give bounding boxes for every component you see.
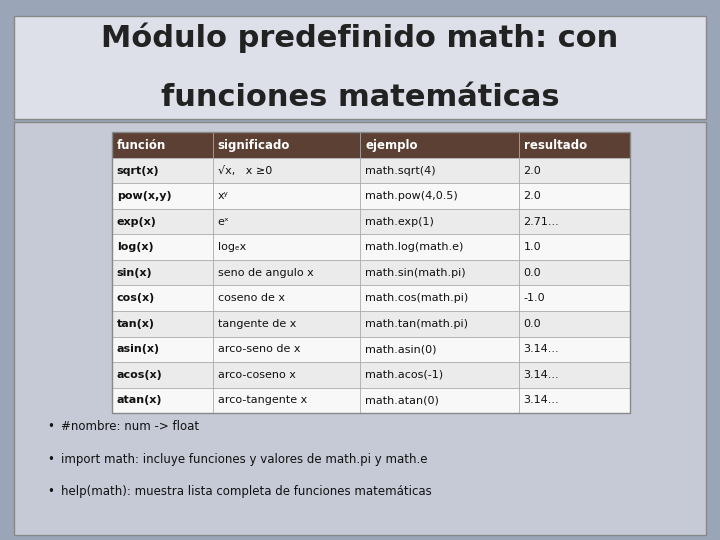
Text: 2.0: 2.0 [523,191,541,201]
Text: math.sin(math.pi): math.sin(math.pi) [366,268,466,278]
Text: cos(x): cos(x) [117,293,155,303]
Text: función: función [117,139,166,152]
FancyBboxPatch shape [112,234,630,260]
Text: •: • [47,453,54,465]
FancyBboxPatch shape [112,362,630,388]
Text: significado: significado [217,139,290,152]
Text: sin(x): sin(x) [117,268,152,278]
Text: math.exp(1): math.exp(1) [366,217,434,227]
Text: seno de angulo x: seno de angulo x [217,268,313,278]
Text: math.tan(math.pi): math.tan(math.pi) [366,319,469,329]
FancyBboxPatch shape [14,122,706,535]
Text: resultado: resultado [523,139,587,152]
Text: pow(x,y): pow(x,y) [117,191,171,201]
FancyBboxPatch shape [112,209,630,234]
Text: Módulo predefinido math: con: Módulo predefinido math: con [102,23,618,53]
Text: xʸ: xʸ [217,191,228,201]
FancyBboxPatch shape [112,158,630,184]
Text: math.atan(0): math.atan(0) [366,395,439,406]
Text: 2.0: 2.0 [523,166,541,176]
Text: 3.14...: 3.14... [523,395,559,406]
Text: -1.0: -1.0 [523,293,545,303]
FancyBboxPatch shape [112,311,630,336]
Text: 3.14...: 3.14... [523,345,559,354]
Text: ejemplo: ejemplo [366,139,418,152]
Text: atan(x): atan(x) [117,395,162,406]
FancyBboxPatch shape [112,286,630,311]
Text: tangente de x: tangente de x [217,319,296,329]
Text: 1.0: 1.0 [523,242,541,252]
Text: •: • [47,420,54,433]
Text: coseno de x: coseno de x [217,293,284,303]
FancyBboxPatch shape [112,260,630,286]
FancyBboxPatch shape [112,336,630,362]
FancyBboxPatch shape [112,184,630,209]
FancyBboxPatch shape [112,388,630,413]
Text: math.asin(0): math.asin(0) [366,345,437,354]
Text: exp(x): exp(x) [117,217,156,227]
Text: 2.71...: 2.71... [523,217,559,227]
Text: tan(x): tan(x) [117,319,155,329]
FancyBboxPatch shape [14,16,706,119]
Text: 3.14...: 3.14... [523,370,559,380]
Text: asin(x): asin(x) [117,345,160,354]
Text: acos(x): acos(x) [117,370,163,380]
Text: #nombre: num -> float: #nombre: num -> float [61,420,199,433]
Text: arco-seno de x: arco-seno de x [217,345,300,354]
Text: eˣ: eˣ [217,217,230,227]
Text: math.cos(math.pi): math.cos(math.pi) [366,293,469,303]
Text: funciones matemáticas: funciones matemáticas [161,83,559,112]
Text: math.log(math.e): math.log(math.e) [366,242,464,252]
Text: 0.0: 0.0 [523,319,541,329]
Text: math.pow(4,0.5): math.pow(4,0.5) [366,191,458,201]
Text: logₑx: logₑx [217,242,246,252]
Text: arco-coseno x: arco-coseno x [217,370,296,380]
Text: math.acos(-1): math.acos(-1) [366,370,444,380]
Text: help(math): muestra lista completa de funciones matemáticas: help(math): muestra lista completa de fu… [61,485,432,498]
Text: arco-tangente x: arco-tangente x [217,395,307,406]
Text: sqrt(x): sqrt(x) [117,166,159,176]
Text: 0.0: 0.0 [523,268,541,278]
Text: math.sqrt(4): math.sqrt(4) [366,166,436,176]
Text: import math: incluye funciones y valores de math.pi y math.e: import math: incluye funciones y valores… [61,453,428,465]
Text: √x,   x ≥0: √x, x ≥0 [217,166,272,176]
Text: log(x): log(x) [117,242,153,252]
Text: •: • [47,485,54,498]
FancyBboxPatch shape [112,132,630,158]
